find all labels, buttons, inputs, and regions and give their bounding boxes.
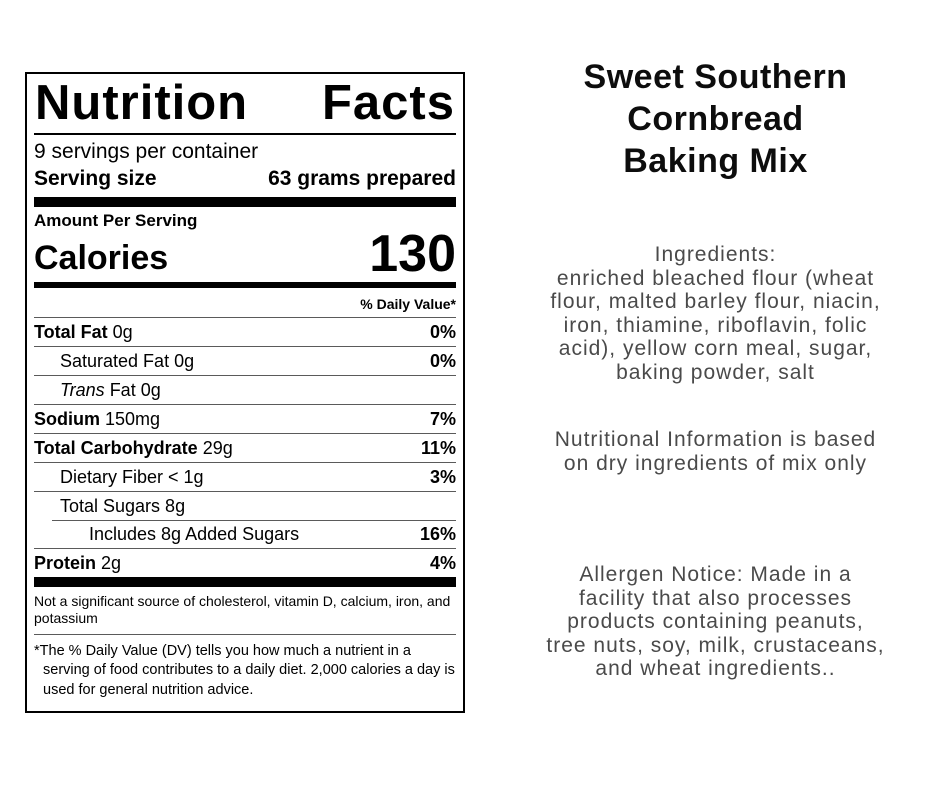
nutrition-facts-panel: Nutrition Facts 9 servings per container…	[25, 72, 465, 713]
amount-per-serving-label: Amount Per Serving	[34, 210, 198, 230]
nutrient-name: Total Sugars 8g	[60, 495, 186, 516]
serving-size-label: Serving size	[34, 166, 157, 190]
nutrient-name: Dietary Fiber < 1g	[60, 466, 204, 487]
nutrition-facts-title: Nutrition Facts	[34, 78, 456, 129]
nutrient-name: Sodium 150mg	[34, 408, 161, 429]
not-significant-note: Not a significant source of cholesterol,…	[34, 587, 456, 635]
allergen-notice: Allergen Notice: Made in a facility that…	[546, 563, 885, 680]
nutrient-name: Total Carbohydrate 29g	[34, 437, 233, 458]
daily-value-footnote: *The % Daily Value (DV) tells you how mu…	[34, 642, 455, 698]
calories-label: Calories	[34, 238, 169, 277]
medium-divider	[34, 281, 456, 288]
nutrient-name: Includes 8g Added Sugars	[89, 523, 300, 544]
nutrient-dv: 0%	[429, 321, 456, 342]
calories-row: Calories 130	[34, 224, 456, 283]
title-divider	[34, 132, 456, 135]
nutrient-name: Saturated Fat 0g	[60, 350, 195, 371]
nutrient-row-saturated-fat: Saturated Fat 0g 0%	[34, 345, 456, 375]
nutrient-dv: 11%	[420, 437, 456, 458]
thick-divider-bottom	[34, 576, 456, 587]
daily-value-header: % Daily Value*	[34, 290, 456, 318]
nutrient-name: Trans Fat 0g	[60, 379, 161, 400]
ingredients-text: Ingredients: enriched bleached flour (wh…	[550, 243, 881, 384]
nutrient-dv: 0%	[429, 350, 456, 371]
nutrient-dv: 16%	[419, 523, 456, 544]
thick-divider-top	[34, 196, 456, 207]
nutrient-name: Protein 2g	[34, 552, 122, 573]
nutrient-row-dietary-fiber: Dietary Fiber < 1g 3%	[34, 461, 456, 491]
nutrient-dv: 7%	[429, 408, 456, 429]
nutrient-dv: 3%	[429, 466, 456, 487]
product-info-column: Sweet Southern Cornbread Baking Mix Ingr…	[488, 56, 940, 681]
title-word-nutrition: Nutrition	[35, 76, 249, 130]
nutrient-row-added-sugars: Includes 8g Added Sugars 16%	[34, 519, 456, 548]
serving-size-value: 63 grams prepared	[268, 166, 456, 190]
nutrition-basis-note: Nutritional Information is based on dry …	[554, 428, 877, 475]
title-word-facts: Facts	[321, 76, 455, 130]
calories-value: 130	[369, 224, 456, 283]
nutrient-row-total-fat: Total Fat 0g 0%	[34, 318, 456, 346]
servings-per-container: 9 servings per container	[34, 139, 259, 163]
nutrient-row-total-carbohydrate: Total Carbohydrate 29g 11%	[34, 432, 456, 462]
product-title: Sweet Southern Cornbread Baking Mix	[583, 58, 848, 180]
nutrient-row-total-sugars: Total Sugars 8g	[34, 490, 456, 520]
nutrient-dv: 4%	[429, 552, 456, 573]
serving-size-row: Serving size 63 grams prepared	[34, 165, 456, 197]
nutrient-row-sodium: Sodium 150mg 7%	[34, 403, 456, 433]
nutrient-row-protein: Protein 2g 4%	[34, 547, 456, 577]
nutrient-name: Total Fat 0g	[34, 321, 133, 342]
nutrient-row-trans-fat: Trans Fat 0g	[34, 374, 456, 404]
